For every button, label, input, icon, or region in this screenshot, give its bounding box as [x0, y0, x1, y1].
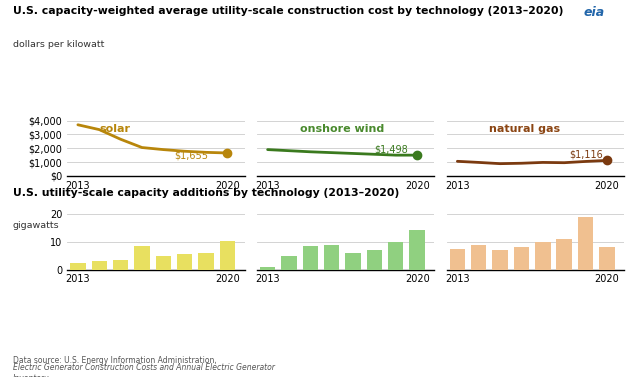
Bar — [282, 256, 297, 270]
Bar — [450, 249, 465, 270]
Text: onshore wind: onshore wind — [300, 124, 384, 134]
Text: U.S. capacity-weighted average utility-scale construction cost by technology (20: U.S. capacity-weighted average utility-s… — [13, 6, 563, 16]
Bar — [514, 247, 529, 270]
Bar — [471, 245, 486, 270]
Bar — [578, 217, 593, 270]
Text: $1,116: $1,116 — [569, 150, 603, 160]
Bar — [557, 239, 572, 270]
Bar — [92, 261, 107, 270]
Text: dollars per kilowatt: dollars per kilowatt — [13, 40, 104, 49]
Bar — [156, 256, 171, 270]
Text: Data source: U.S. Energy Information Administration,: Data source: U.S. Energy Information Adm… — [13, 356, 219, 365]
Bar — [177, 254, 193, 270]
Text: U.S. utility-scale capacity additions by technology (2013–2020): U.S. utility-scale capacity additions by… — [13, 188, 399, 199]
Bar — [198, 253, 214, 270]
Text: $1,655: $1,655 — [174, 150, 208, 160]
Bar — [367, 250, 382, 270]
Text: natural gas: natural gas — [490, 124, 561, 134]
Bar — [260, 267, 275, 270]
Bar — [134, 246, 150, 270]
Bar — [113, 260, 128, 270]
Bar — [599, 247, 614, 270]
Bar — [70, 263, 86, 270]
Bar — [410, 230, 425, 270]
Bar — [492, 250, 508, 270]
Text: Electric Generator Construction Costs and Annual Electric Generator
Inventory: Electric Generator Construction Costs an… — [13, 363, 275, 377]
Bar — [388, 242, 403, 270]
Text: $1,498: $1,498 — [374, 144, 408, 154]
Text: solar: solar — [99, 124, 131, 134]
Bar — [303, 246, 318, 270]
Text: gigawatts: gigawatts — [13, 221, 60, 230]
Bar — [324, 245, 339, 270]
Bar — [346, 253, 361, 270]
Text: eia: eia — [584, 6, 605, 18]
Bar — [220, 241, 235, 270]
Bar — [535, 242, 550, 270]
